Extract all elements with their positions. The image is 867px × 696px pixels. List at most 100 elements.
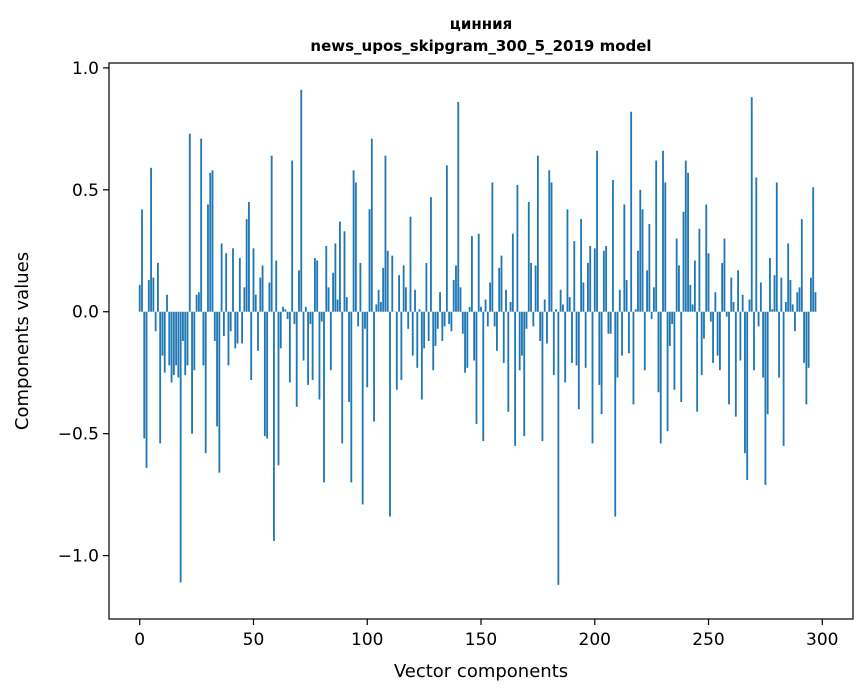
bar-72 <box>302 311 305 361</box>
bar-128 <box>430 197 432 312</box>
bar-98 <box>361 311 364 505</box>
bar-99 <box>364 311 366 329</box>
bar-88 <box>339 221 341 312</box>
bar-223 <box>646 270 648 312</box>
bar-295 <box>810 277 812 312</box>
bar-186 <box>562 304 564 312</box>
bar-93 <box>350 311 353 483</box>
bar-231 <box>664 182 667 312</box>
bar-39 <box>227 311 230 366</box>
bar-224 <box>648 223 651 312</box>
bar-283 <box>782 311 785 446</box>
bar-120 <box>411 311 414 356</box>
bar-116 <box>402 265 405 312</box>
bar-41 <box>232 248 234 312</box>
x-tick-label: 200 <box>579 630 611 650</box>
bar-9 <box>159 311 162 444</box>
bar-142 <box>461 311 464 334</box>
bar-148 <box>475 311 478 424</box>
bar-114 <box>398 275 400 312</box>
bar-157 <box>496 311 498 351</box>
bar-195 <box>582 282 585 312</box>
bar-63 <box>282 306 284 312</box>
bar-24 <box>193 311 196 371</box>
bar-138 <box>452 280 455 312</box>
bar-71 <box>300 89 303 312</box>
bar-145 <box>468 306 471 312</box>
bar-110 <box>389 311 391 517</box>
bar-174 <box>534 265 537 312</box>
y-tick-label: −0.5 <box>58 425 99 445</box>
bar-67 <box>291 160 294 312</box>
bar-51 <box>254 294 257 312</box>
bar-131 <box>436 311 439 329</box>
bar-144 <box>466 311 469 368</box>
bar-187 <box>564 311 567 383</box>
bar-19 <box>182 311 184 341</box>
bar-260 <box>730 277 733 312</box>
bar-117 <box>405 287 407 312</box>
bar-184 <box>557 311 560 585</box>
bar-247 <box>700 311 703 376</box>
bar-227 <box>655 160 658 312</box>
bar-201 <box>596 150 598 312</box>
bar-176 <box>539 311 542 341</box>
bar-59 <box>273 311 275 541</box>
bar-150 <box>480 306 482 312</box>
bar-87 <box>336 299 339 312</box>
bar-232 <box>666 311 669 432</box>
bar-236 <box>675 238 678 312</box>
bar-251 <box>709 311 712 322</box>
bar-56 <box>266 311 269 439</box>
bar-167 <box>518 311 521 371</box>
bar-104 <box>375 304 378 312</box>
bar-178 <box>543 299 546 312</box>
bar-4 <box>147 280 150 312</box>
bar-239 <box>682 211 685 312</box>
bar-233 <box>668 311 671 346</box>
bar-212 <box>621 311 623 356</box>
bar-45 <box>241 311 244 344</box>
bar-154 <box>489 282 492 312</box>
bar-26 <box>197 292 200 312</box>
bar-46 <box>243 287 246 312</box>
bar-222 <box>643 311 646 371</box>
bar-183 <box>555 309 557 312</box>
bar-252 <box>712 311 714 363</box>
bar-206 <box>607 311 610 334</box>
bar-194 <box>580 219 583 312</box>
bar-221 <box>641 209 644 312</box>
bar-136 <box>448 311 451 324</box>
bar-119 <box>409 216 412 312</box>
bar-118 <box>407 311 410 329</box>
bar-137 <box>450 311 453 332</box>
bar-226 <box>653 287 655 312</box>
bar-108 <box>384 155 387 312</box>
bar-62 <box>279 311 282 349</box>
bar-146 <box>470 236 473 312</box>
bar-25 <box>195 294 198 312</box>
y-tick-label: 1.0 <box>72 59 99 79</box>
bar-262 <box>734 311 737 417</box>
bar-216 <box>630 111 633 312</box>
bar-190 <box>571 311 573 363</box>
bar-48 <box>248 202 250 312</box>
bar-161 <box>505 289 507 312</box>
bar-58 <box>270 155 273 312</box>
bar-127 <box>427 311 430 341</box>
bar-172 <box>530 262 532 312</box>
chart-title-line-1: цинния <box>450 15 513 33</box>
bar-113 <box>395 311 398 390</box>
bar-229 <box>659 311 662 444</box>
bar-289 <box>796 292 799 312</box>
bar-185 <box>559 289 562 312</box>
bar-40 <box>229 311 232 332</box>
bar-29 <box>204 311 207 454</box>
bar-207 <box>609 311 612 334</box>
bar-294 <box>807 311 810 368</box>
bar-220 <box>639 189 642 312</box>
bar-1 <box>141 209 143 312</box>
bar-156 <box>493 311 496 327</box>
bar-50 <box>252 248 255 312</box>
bar-175 <box>536 155 539 312</box>
